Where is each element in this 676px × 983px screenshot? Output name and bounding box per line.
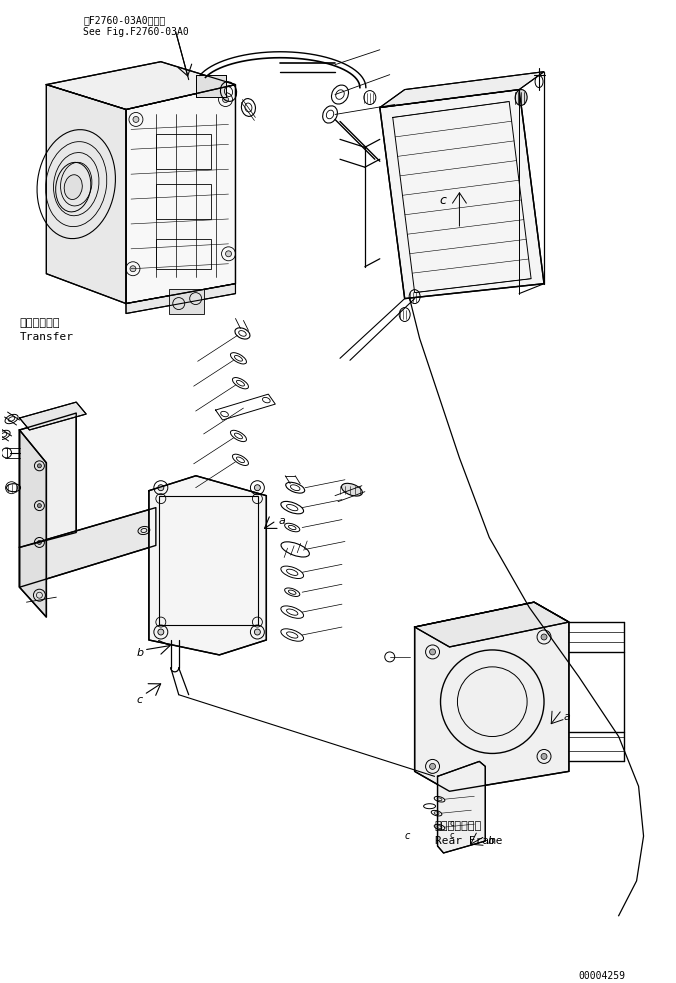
Bar xyxy=(159,495,258,625)
Text: a: a xyxy=(564,712,571,722)
Circle shape xyxy=(429,649,435,655)
Circle shape xyxy=(130,265,136,271)
Text: c: c xyxy=(439,194,446,207)
Bar xyxy=(169,289,203,314)
Polygon shape xyxy=(149,476,266,655)
Circle shape xyxy=(37,541,41,545)
Polygon shape xyxy=(414,603,569,647)
Circle shape xyxy=(158,629,164,635)
Bar xyxy=(156,135,211,169)
Text: トランスファ: トランスファ xyxy=(20,318,60,328)
Text: b: b xyxy=(137,648,144,658)
Circle shape xyxy=(254,629,260,635)
Text: 第F2760-03A0図参照: 第F2760-03A0図参照 xyxy=(83,15,166,25)
Bar xyxy=(156,184,211,219)
Circle shape xyxy=(429,764,435,770)
Polygon shape xyxy=(380,72,544,107)
Text: リヤーフレーム: リヤーフレーム xyxy=(435,821,482,832)
Circle shape xyxy=(222,96,228,102)
Polygon shape xyxy=(20,402,86,430)
Polygon shape xyxy=(47,85,126,304)
Bar xyxy=(156,239,211,268)
Polygon shape xyxy=(20,507,156,587)
Ellipse shape xyxy=(64,175,82,200)
Polygon shape xyxy=(20,413,76,548)
Circle shape xyxy=(37,503,41,507)
Polygon shape xyxy=(47,62,235,109)
Circle shape xyxy=(158,485,164,491)
Polygon shape xyxy=(126,284,235,314)
Circle shape xyxy=(37,464,41,468)
Ellipse shape xyxy=(515,89,527,105)
Bar xyxy=(195,75,226,96)
Text: a: a xyxy=(279,515,285,526)
Circle shape xyxy=(226,251,231,257)
Polygon shape xyxy=(126,85,235,304)
Polygon shape xyxy=(437,762,485,853)
Text: b: b xyxy=(487,837,494,846)
Ellipse shape xyxy=(341,484,362,496)
Text: 00004259: 00004259 xyxy=(579,971,626,981)
Text: c: c xyxy=(450,819,454,828)
Text: c: c xyxy=(405,831,410,841)
Circle shape xyxy=(254,485,260,491)
Text: c: c xyxy=(137,695,143,705)
Polygon shape xyxy=(20,430,47,617)
Circle shape xyxy=(541,634,547,640)
Text: Transfer: Transfer xyxy=(20,332,74,342)
Circle shape xyxy=(541,753,547,760)
Text: c: c xyxy=(450,831,454,840)
Text: Rear Frame: Rear Frame xyxy=(435,837,502,846)
Polygon shape xyxy=(380,89,544,299)
Text: See Fig.F2760-03A0: See Fig.F2760-03A0 xyxy=(83,27,189,37)
Circle shape xyxy=(133,116,139,123)
Polygon shape xyxy=(414,603,569,791)
